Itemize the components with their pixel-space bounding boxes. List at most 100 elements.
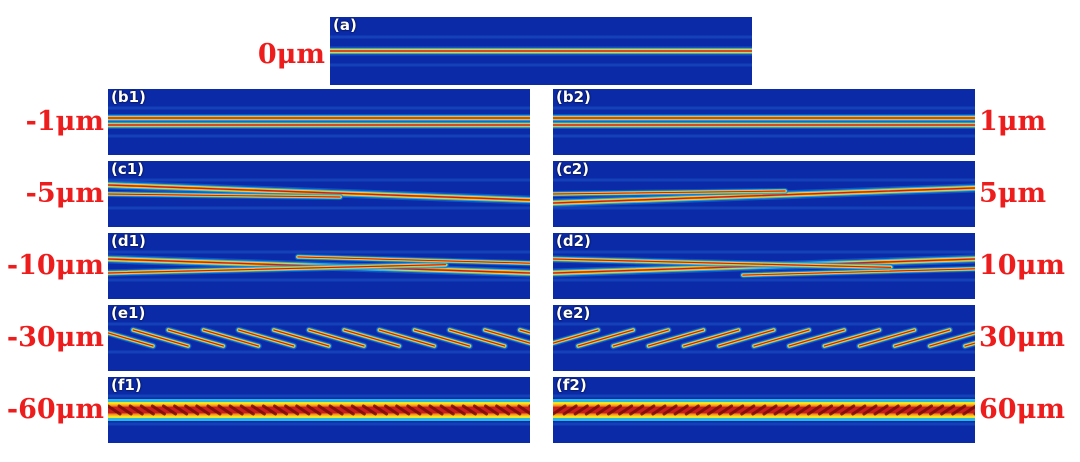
- beam-plot-e2: [553, 322, 975, 354]
- panel-label-f2: (f2): [556, 377, 587, 394]
- beam-stroke: [823, 329, 880, 347]
- panel-label-d2: (d2): [556, 233, 591, 250]
- field-panel-a: (a): [330, 17, 752, 85]
- beam-stroke: [951, 404, 967, 416]
- beam-stroke: [773, 404, 789, 416]
- beam-stroke: [553, 187, 975, 204]
- beam-plot-a: [330, 35, 752, 67]
- field-panel-b2: (b2): [553, 89, 975, 155]
- beam-stroke: [964, 342, 975, 347]
- beam-stroke: [629, 404, 645, 416]
- beam-stroke: [343, 329, 400, 347]
- beam-stroke: [684, 404, 700, 416]
- beam-stroke: [884, 404, 900, 416]
- beam-stroke: [718, 404, 734, 416]
- beam-stroke: [662, 404, 678, 416]
- beam-stroke: [840, 404, 856, 416]
- beam-stroke: [859, 329, 915, 347]
- beam-plot-c1: [108, 178, 530, 210]
- beam-stroke: [150, 404, 166, 416]
- beam-stroke: [128, 404, 144, 416]
- beam-stroke: [238, 329, 295, 347]
- beam-stroke: [239, 404, 255, 416]
- field-panel-e1: (e1): [108, 305, 530, 371]
- beam-stroke: [350, 404, 366, 416]
- beam-stroke: [132, 329, 189, 347]
- beam-stroke: [894, 329, 951, 347]
- beam-stroke: [584, 404, 600, 416]
- beam-stroke: [414, 329, 470, 347]
- panel-label-e2: (e2): [556, 305, 591, 322]
- beam-stroke: [962, 404, 975, 416]
- offset-label-f1: -60μm: [6, 394, 104, 425]
- beam-stroke: [673, 404, 689, 416]
- beam-stroke: [108, 184, 530, 201]
- beam-stroke: [306, 404, 322, 416]
- beam-stroke: [940, 404, 956, 416]
- beam-stroke: [395, 404, 411, 416]
- beam-stroke: [484, 329, 530, 344]
- beam-stroke: [484, 404, 500, 416]
- field-panel-c1: (c1): [108, 161, 530, 227]
- panel-label-f1: (f1): [111, 377, 142, 394]
- beam-stroke: [378, 329, 435, 347]
- beam-stroke: [108, 404, 122, 416]
- beam-stroke: [428, 404, 444, 416]
- panel-label-d1: (d1): [111, 233, 146, 250]
- beam-stroke: [384, 404, 400, 416]
- beam-stroke: [217, 404, 233, 416]
- beam-stroke: [261, 404, 277, 416]
- beam-stroke: [795, 404, 811, 416]
- beam-stroke: [108, 193, 341, 198]
- beam-stroke: [784, 404, 800, 416]
- beam-stroke: [284, 404, 300, 416]
- field-panel-f2: (f2): [553, 377, 975, 443]
- beam-stroke: [139, 404, 155, 416]
- beam-stroke: [618, 404, 634, 416]
- offset-label-c2: 5μm: [979, 178, 1047, 209]
- beam-stroke: [612, 329, 669, 347]
- beam-stroke: [742, 268, 975, 276]
- beam-stroke: [829, 404, 845, 416]
- beam-stroke: [873, 404, 889, 416]
- beam-stroke: [729, 404, 745, 416]
- beam-stroke: [595, 404, 611, 416]
- beam-stroke: [553, 329, 599, 344]
- panel-label-c2: (c2): [556, 161, 590, 178]
- beam-stroke: [762, 404, 778, 416]
- beam-stroke: [851, 404, 867, 416]
- offset-label-b1: -1μm: [25, 106, 104, 137]
- beam-stroke: [206, 404, 222, 416]
- beam-plot-d1: [108, 250, 530, 282]
- beam-stroke: [517, 404, 530, 416]
- beam-stroke: [788, 329, 845, 347]
- beam-stroke: [308, 329, 365, 347]
- beam-stroke: [506, 404, 522, 416]
- beam-stroke: [173, 404, 189, 416]
- beam-stroke: [108, 264, 447, 274]
- panel-label-a: (a): [333, 17, 357, 34]
- beam-stroke: [228, 404, 244, 416]
- beam-stroke: [917, 404, 933, 416]
- field-panel-d2: (d2): [553, 233, 975, 299]
- beam-stroke: [706, 404, 722, 416]
- beam-stroke: [439, 404, 455, 416]
- offset-label-f2: 60μm: [979, 394, 1065, 425]
- beam-stroke: [695, 404, 711, 416]
- beam-stroke: [862, 404, 878, 416]
- beam-stroke: [718, 329, 775, 347]
- beam-stroke: [472, 404, 488, 416]
- beam-stroke: [297, 256, 530, 264]
- beam-plot-b2: [553, 106, 975, 138]
- field-panel-b1: (b1): [108, 89, 530, 155]
- beam-stroke: [373, 404, 389, 416]
- beam-stroke: [519, 329, 530, 334]
- beam-stroke: [417, 404, 433, 416]
- beam-stroke: [250, 404, 266, 416]
- beam-stroke: [740, 404, 756, 416]
- beam-stroke: [553, 258, 892, 268]
- beam-plot-f2: [553, 394, 975, 426]
- field-panel-f1: (f1): [108, 377, 530, 443]
- beam-stroke: [553, 404, 567, 416]
- beam-stroke: [449, 329, 506, 347]
